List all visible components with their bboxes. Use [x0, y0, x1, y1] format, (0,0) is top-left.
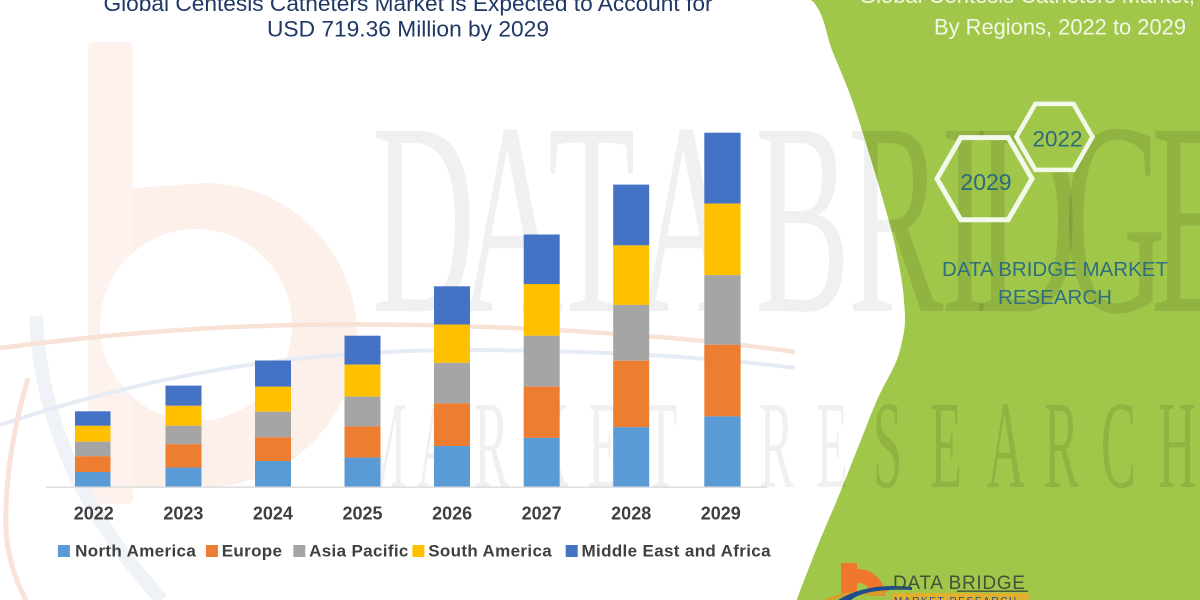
svg-text:2022: 2022: [74, 504, 114, 524]
svg-text:2027: 2027: [522, 504, 562, 524]
svg-text:MARKET RESEARCH: MARKET RESEARCH: [894, 596, 1018, 600]
svg-text:Europe: Europe: [222, 542, 283, 561]
svg-text:DATA BRIDGE MARKET: DATA BRIDGE MARKET: [942, 258, 1168, 281]
svg-text:A: A: [987, 376, 1025, 514]
svg-text:R: R: [1044, 376, 1079, 514]
svg-text:USD 719.36 Million by 2029: USD 719.36 Million by 2029: [267, 17, 549, 42]
svg-text:Middle East and Africa: Middle East and Africa: [582, 542, 772, 561]
svg-text:By Regions, 2022 to 2029: By Regions, 2022 to 2029: [934, 15, 1186, 40]
svg-text:R: R: [759, 376, 794, 514]
svg-text:E: E: [1151, 68, 1200, 372]
svg-text:H: H: [1158, 376, 1196, 514]
svg-text:E: E: [1151, 68, 1200, 372]
svg-text:S: S: [873, 376, 902, 514]
svg-text:Global Centesis Catheters Mark: Global Centesis Catheters Market,: [859, 0, 1195, 8]
svg-text:2028: 2028: [611, 504, 651, 524]
svg-text:2025: 2025: [342, 504, 382, 524]
svg-text:A: A: [987, 376, 1025, 514]
svg-text:R: R: [474, 376, 509, 514]
svg-text:DATA BRIDGE: DATA BRIDGE: [893, 573, 1026, 594]
svg-text:C: C: [1101, 376, 1136, 514]
svg-text:2029: 2029: [960, 169, 1011, 195]
svg-text:Asia Pacific: Asia Pacific: [309, 542, 409, 561]
svg-text:2026: 2026: [432, 504, 472, 524]
svg-text:North America: North America: [75, 542, 196, 561]
svg-text:B: B: [755, 68, 850, 372]
svg-text:2023: 2023: [163, 504, 203, 524]
svg-text:R: R: [1044, 376, 1079, 514]
svg-text:Global Centesis Catheters Mark: Global Centesis Catheters Market is Expe…: [104, 0, 714, 16]
svg-text:H: H: [1158, 376, 1196, 514]
svg-text:RESEARCH: RESEARCH: [998, 286, 1112, 309]
svg-text:R: R: [848, 68, 943, 372]
svg-text:E: E: [930, 376, 962, 514]
svg-text:2029: 2029: [701, 504, 741, 524]
svg-text:C: C: [1101, 376, 1136, 514]
svg-text:T: T: [645, 376, 677, 514]
svg-text:2024: 2024: [253, 504, 293, 524]
svg-text:2022: 2022: [1032, 127, 1082, 152]
svg-text:E: E: [816, 376, 848, 514]
svg-text:E: E: [930, 376, 962, 514]
svg-text:South America: South America: [428, 542, 552, 561]
